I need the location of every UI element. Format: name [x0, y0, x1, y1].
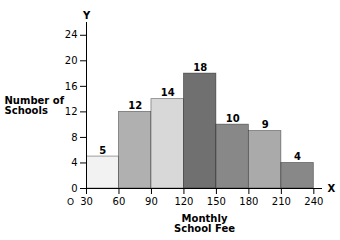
svg-text:9: 9	[262, 119, 269, 130]
svg-text:210: 210	[272, 196, 291, 207]
svg-text:30: 30	[80, 196, 93, 207]
svg-text:18: 18	[193, 62, 207, 73]
svg-text:0: 0	[71, 183, 77, 194]
svg-text:16: 16	[65, 81, 78, 92]
svg-text:120: 120	[174, 196, 193, 207]
svg-text:12: 12	[65, 106, 78, 117]
svg-text:8: 8	[71, 132, 77, 143]
svg-text:4: 4	[71, 157, 77, 168]
svg-text:Number ofSchools: Number ofSchools	[5, 95, 65, 116]
svg-text:4: 4	[294, 151, 301, 162]
svg-text:20: 20	[65, 55, 78, 66]
svg-text:12: 12	[128, 100, 142, 111]
svg-text:150: 150	[207, 196, 226, 207]
svg-text:Y: Y	[82, 10, 91, 21]
svg-text:24: 24	[65, 29, 78, 40]
svg-text:180: 180	[239, 196, 258, 207]
svg-text:10: 10	[226, 113, 240, 124]
svg-text:60: 60	[113, 196, 126, 207]
svg-text:O: O	[67, 197, 74, 207]
svg-text:90: 90	[145, 196, 158, 207]
svg-text:5: 5	[99, 145, 106, 156]
svg-text:240: 240	[304, 196, 323, 207]
svg-text:MonthlySchool Fee: MonthlySchool Fee	[174, 213, 235, 234]
svg-text:X: X	[328, 183, 336, 194]
svg-text:14: 14	[161, 87, 175, 98]
